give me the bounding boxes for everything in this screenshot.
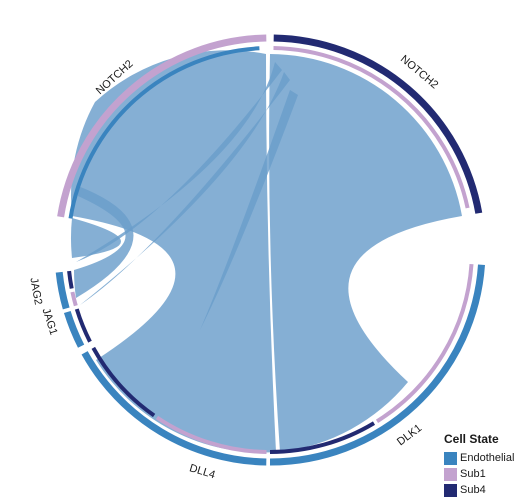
- legend-item-endothelial: Endothelial: [444, 450, 514, 466]
- legend-item-sub1: Sub1: [444, 466, 514, 482]
- sector-ring-notch2-sub1: [57, 34, 267, 218]
- sector-rings: [55, 34, 485, 466]
- sector-partner-band-jag2-sub4: [67, 270, 74, 289]
- chord-links: [70, 50, 462, 453]
- legend-title: Cell State: [444, 432, 499, 446]
- sector-partner-band-jag2-sub1: [70, 291, 78, 307]
- sector-partner-band-dll4-sub4: [91, 346, 156, 418]
- legend-item-sub4: Sub4: [444, 482, 514, 498]
- link-notch2-sub1-dll4: [70, 50, 276, 453]
- sector-ring-jag1-endothelial: [63, 310, 85, 348]
- legend-swatch-endothelial: [444, 451, 457, 465]
- sector-label-dlk1-1: DLK1: [395, 422, 424, 448]
- link-notch2-sub4-dlk1: [269, 54, 462, 452]
- link-notch2-sub1-jag2: [70, 218, 121, 258]
- legend-label-sub1: Sub1: [460, 468, 486, 480]
- sector-ring-notch2-sub4: [273, 34, 483, 214]
- sector-ring-dlk1-endothelial: [269, 264, 485, 466]
- sector-partner-band-jag1-sub4: [74, 308, 92, 343]
- legend-swatch-sub1: [444, 467, 457, 481]
- sector-partner-band-dll4-sub1: [155, 415, 267, 454]
- sector-label-jag2-4: JAG2: [27, 277, 44, 306]
- sector-ring-jag2-endothelial: [55, 271, 70, 310]
- legend-swatch-sub4: [444, 483, 457, 497]
- legend-label-endothelial: Endothelial: [460, 452, 515, 464]
- link-notch2-sub1-jag1: [73, 186, 134, 298]
- sector-label-dll4-2: DLL4: [188, 462, 217, 481]
- sector-partner-band-dlk1-sub4: [269, 421, 376, 454]
- sector-partner-band-notch2-endothelial: [68, 46, 260, 219]
- legend: Cell State Endothelial Sub1 Sub4: [444, 432, 514, 498]
- sector-partner-band-notch2-sub1: [273, 46, 470, 209]
- sector-ring-dll4-endothelial: [81, 351, 267, 466]
- sector-partner-band-dlk1-sub1: [375, 263, 474, 423]
- legend-label-sub4: Sub4: [460, 484, 486, 496]
- link-notch2-sub4-dll4: [200, 90, 298, 330]
- sector-label-jag1-3: JAG1: [40, 307, 60, 337]
